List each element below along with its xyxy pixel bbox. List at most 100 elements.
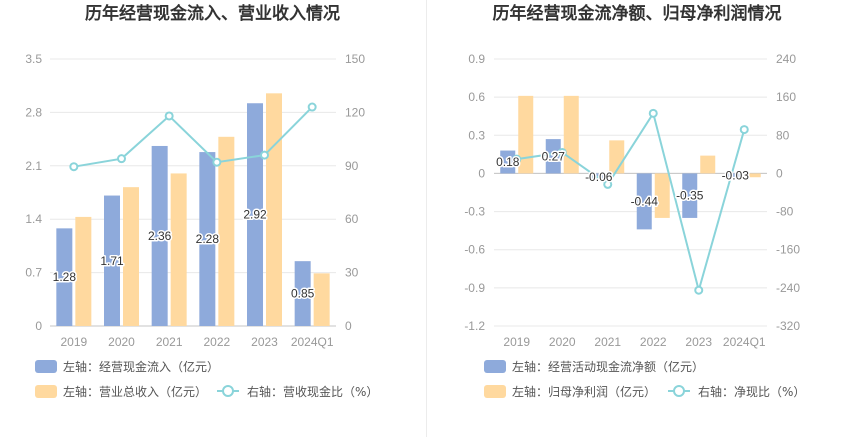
line-point-2024Q1 (307, 102, 317, 112)
line-point-2020 (557, 147, 567, 157)
bars (500, 95, 761, 230)
axes: 0 0.7 1.4 2.1 2.8 3.5 0 30 60 90 120 150 2019 2020 202… (25, 52, 365, 349)
y-right-tick-label: 60 (345, 212, 359, 226)
legend-bar-swatch (484, 384, 506, 398)
y-right-tick-label: 240 (776, 52, 796, 66)
bar-series0-2024Q1 (294, 261, 311, 326)
y-right-tick-label: 150 (345, 52, 365, 66)
y-left-tick-label: 0 (35, 319, 42, 333)
axes: -1.2 -0.9 -0.6 -0.3 0 0.3 0.6 0.9 -320 -240 -160 -8… (464, 52, 800, 349)
bar-series0-2019 (56, 228, 73, 326)
bar-series1-2020 (123, 187, 139, 326)
y-left-tick-label: 0.3 (468, 128, 485, 142)
data-label-2019: 0.18 (496, 155, 520, 169)
y-left-tick-label: 2.8 (25, 105, 42, 119)
x-tick-label: 2023 (685, 335, 712, 349)
net-cashflow-net-profit-chart: -1.2 -0.9 -0.6 -0.3 0 0.3 0.6 0.9 -320 -240 -160 -8… (464, 52, 800, 349)
legend-item-revenue-cash-ratio[interactable]: 右轴：营收现金比（%） (217, 384, 378, 399)
x-tick-label: 2023 (251, 335, 278, 349)
legend-line-swatch (217, 384, 239, 398)
bar-series0-2023 (247, 103, 263, 326)
y-right-tick-label: 0 (345, 319, 352, 333)
line-series (69, 102, 317, 172)
x-tick-label: 2020 (108, 335, 135, 349)
y-right-tick-label: 160 (776, 90, 796, 104)
bar-series1-2019 (518, 95, 534, 174)
bar-series0-2021 (151, 145, 168, 326)
bar-series0-2020 (545, 139, 561, 174)
x-tick-label: 2024Q1 (291, 335, 334, 349)
legend-item-net-cash-ratio[interactable]: 右轴：净现比（%） (668, 384, 806, 399)
bar-series1-2024Q1 (745, 173, 761, 178)
data-label-2020: 1.71 (100, 254, 124, 268)
line-point-2021 (603, 179, 613, 189)
line-point-2021 (164, 111, 174, 121)
bar-series1-2024Q1 (313, 273, 330, 326)
y-left-tick-label: -0.3 (464, 205, 485, 219)
y-right-tick-label: -80 (776, 205, 794, 219)
bar-series1-2022 (218, 136, 235, 326)
x-tick-label: 2022 (203, 335, 230, 349)
y-right-tick-label: 120 (345, 105, 365, 119)
line-point-2019 (69, 162, 79, 172)
data-label-2023: -0.35 (676, 189, 704, 203)
data-label-2023: 2.92 (243, 208, 267, 222)
data-labels: 0.18 0.27 -0.06 -0.44 -0.35 -0.03 (495, 148, 751, 210)
y-left-tick-label: -1.2 (464, 319, 485, 333)
x-tick-label: 2021 (594, 335, 621, 349)
line-point-2022 (212, 157, 222, 167)
legend-item-revenue[interactable]: 左轴：营业总收入（亿元） (35, 384, 208, 399)
y-right-tick-label: 90 (345, 159, 359, 173)
legend-label: 左轴：归母净利润（亿元） (512, 384, 657, 399)
chart-divider (426, 0, 427, 437)
y-right-tick-label: -160 (776, 243, 800, 257)
legend-label: 右轴：净现比（%） (698, 384, 806, 399)
bar-series0-2019 (500, 150, 516, 174)
bar-series0-2020 (104, 195, 120, 326)
data-label-2022: -0.44 (631, 194, 659, 208)
legend-label: 左轴：经营活动现金流净额（亿元） (512, 359, 705, 374)
data-label-2024Q1: -0.03 (722, 168, 750, 182)
bar-series1-2019 (75, 216, 92, 326)
y-left-tick-label: 0.9 (468, 52, 485, 66)
legend-label: 左轴：营业总收入（亿元） (63, 384, 208, 399)
data-label-2021: 2.36 (148, 229, 172, 243)
line-point-2020 (117, 154, 126, 164)
x-tick-label: 2022 (640, 335, 667, 349)
legend-bar-swatch (35, 359, 57, 373)
line-series2-path (516, 110, 746, 295)
y-right-tick-label: -240 (776, 281, 800, 295)
bar-series1-2022 (654, 173, 670, 218)
cash-inflow-revenue-chart: 0 0.7 1.4 2.1 2.8 3.5 0 30 60 90 120 150 2019 2020 202… (25, 52, 365, 349)
y-right-tick-label: 0 (776, 166, 783, 180)
y-left-tick-label: 0.7 (25, 266, 42, 280)
x-tick-label: 2019 (60, 335, 87, 349)
x-tick-label: 2019 (503, 335, 530, 349)
y-left-tick-label: -0.9 (464, 281, 485, 295)
bars (56, 93, 330, 326)
line-point-2023 (694, 285, 704, 295)
line-series (512, 108, 749, 295)
y-left-tick-label: 0.6 (468, 90, 485, 104)
x-tick-label: 2021 (156, 335, 183, 349)
bar-series1-2021 (170, 173, 187, 326)
legend-item-cash-inflow[interactable]: 左轴：经营现金流入（亿元） (35, 359, 219, 374)
legend-bar-swatch (484, 359, 506, 373)
line-point-2024Q1 (739, 125, 749, 135)
data-labels: 1.28 1.71 2.36 2.28 2.92 0.85 (51, 206, 316, 302)
bar-series0-2024Q1 (727, 173, 743, 178)
y-right-tick-label: -320 (776, 319, 800, 333)
y-left-tick-label: 0 (478, 166, 485, 180)
y-right-tick-label: 80 (776, 128, 790, 142)
legend-line-swatch (668, 384, 690, 398)
legend-bar-swatch (35, 384, 57, 398)
legend-item-net-operating-cashflow[interactable]: 左轴：经营活动现金流净额（亿元） (484, 359, 705, 374)
y-left-tick-label: 3.5 (25, 52, 42, 66)
data-label-2020: 0.27 (542, 149, 566, 163)
y-left-tick-label: 1.4 (25, 212, 42, 226)
bar-series1-2021 (609, 140, 625, 174)
y-left-tick-label: -0.6 (464, 243, 485, 257)
legend-item-net-profit[interactable]: 左轴：归母净利润（亿元） (484, 384, 657, 399)
bar-series0-2022 (199, 152, 216, 326)
y-left-tick-label: 2.1 (25, 159, 42, 173)
